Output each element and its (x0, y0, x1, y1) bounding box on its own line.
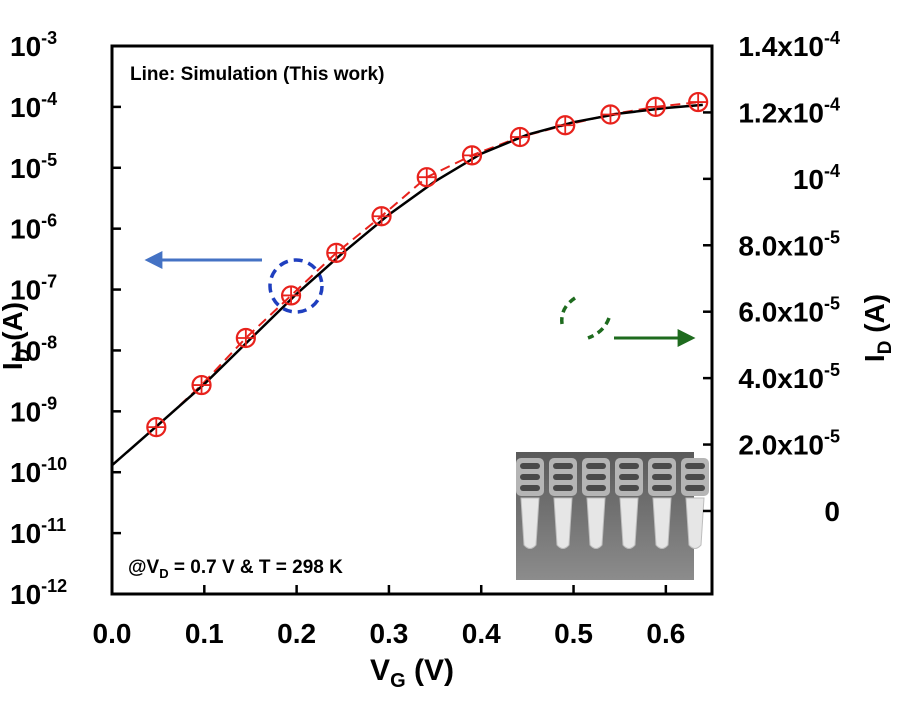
left-tick-label: 10-7 (10, 272, 57, 306)
measurement-point (461, 145, 483, 166)
x-axis-ticks: 0.0 0.1 0.2 0.3 0.4 0.5 0.6 (93, 585, 685, 649)
measurement-point (416, 167, 437, 188)
condition-annotation: @VD = 0.7 V & T = 298 K (128, 557, 343, 581)
right-axis-title: ID (A) (859, 294, 896, 362)
x-tick-label: 0.1 (185, 618, 224, 649)
right-tick-label: 6.0x10-5 (738, 294, 840, 328)
measurement-point (509, 126, 531, 148)
measurement-point (371, 206, 392, 227)
sem-inset (516, 452, 709, 580)
left-tick-label: 10-11 (10, 515, 66, 549)
measurement-point (688, 91, 709, 113)
left-tick-label: 10-5 (10, 150, 57, 184)
x-tick-label: 0.5 (554, 618, 593, 649)
right-series-indicator-arc-left (560, 296, 577, 325)
x-axis-title: VG (V) (370, 654, 454, 692)
left-tick-label: 10-8 (10, 332, 57, 366)
right-tick-label: 4.0x10-5 (738, 360, 840, 394)
right-axis-ticks: 1.4x10-4 1.2x10-4 10-4 8.0x10-5 6.0x10-5 4.0x… (703, 28, 840, 527)
right-tick-label: 1.2x10-4 (738, 94, 840, 128)
measurement-point (235, 327, 256, 349)
x-tick-label: 0.2 (277, 618, 316, 649)
x-tick-label: 0.4 (462, 618, 501, 649)
measurement-point (191, 374, 212, 396)
right-tick-label: 1.4x10-4 (738, 28, 840, 62)
annotation-top: Line: Simulation (This work) (130, 64, 384, 85)
measurement-point (326, 242, 347, 263)
left-axis-title: ID (A) (0, 302, 34, 370)
left-tick-label: 10-9 (10, 393, 57, 427)
left-tick-label: 10-4 (10, 89, 57, 123)
x-tick-label: 0.6 (646, 618, 685, 649)
measurement-markers (146, 91, 709, 438)
measurement-point (280, 285, 302, 306)
right-tick-label: 2.0x10-5 (738, 427, 840, 461)
measurement-point (600, 104, 621, 125)
right-tick-label: 10-4 (793, 161, 840, 195)
right-tick-label: 0 (824, 496, 840, 527)
left-series-indicator-circle (268, 258, 324, 314)
x-tick-label: 0.3 (369, 618, 408, 649)
right-tick-label: 8.0x10-5 (738, 227, 840, 261)
left-axis-ticks: 10-3 10-4 10-5 10-6 10-7 10-8 10-9 10-10 10-11 10… (10, 28, 121, 610)
left-tick-label: 10-10 (10, 454, 67, 488)
measurement-point (555, 115, 576, 136)
measurement-point (645, 96, 666, 117)
x-tick-label: 0.0 (93, 618, 132, 649)
left-tick-label: 10-6 (10, 211, 57, 245)
measurement-point (146, 417, 167, 438)
left-tick-label: 10-3 (10, 28, 57, 62)
right-series-indicator-arc-right (587, 317, 611, 340)
left-tick-label: 10-12 (10, 576, 67, 610)
